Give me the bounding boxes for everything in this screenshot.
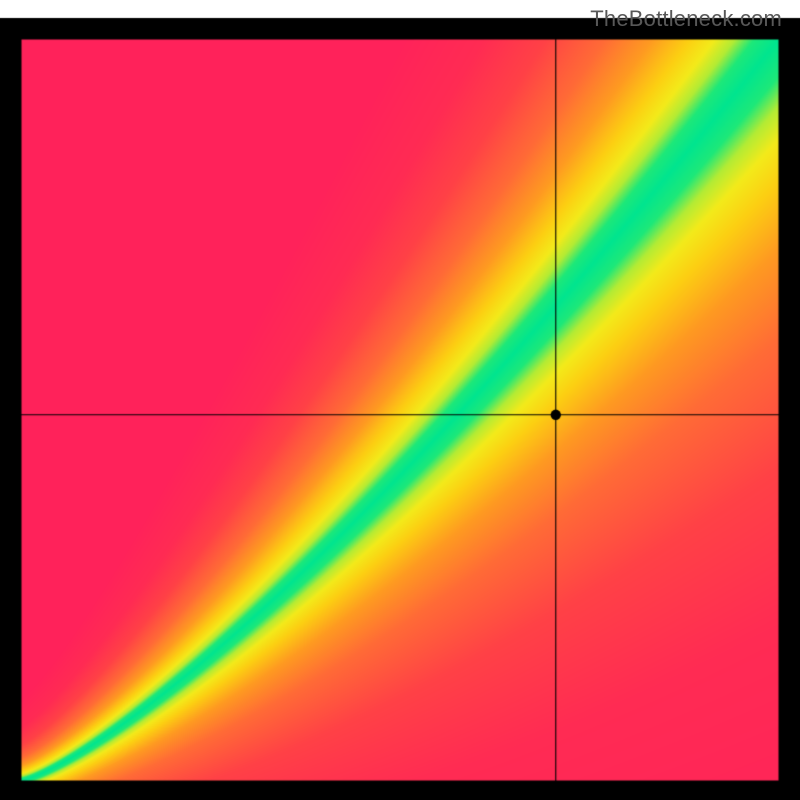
attribution-label: TheBottleneck.com: [590, 6, 782, 32]
bottleneck-heatmap-canvas: [0, 0, 800, 800]
chart-container: TheBottleneck.com: [0, 0, 800, 800]
